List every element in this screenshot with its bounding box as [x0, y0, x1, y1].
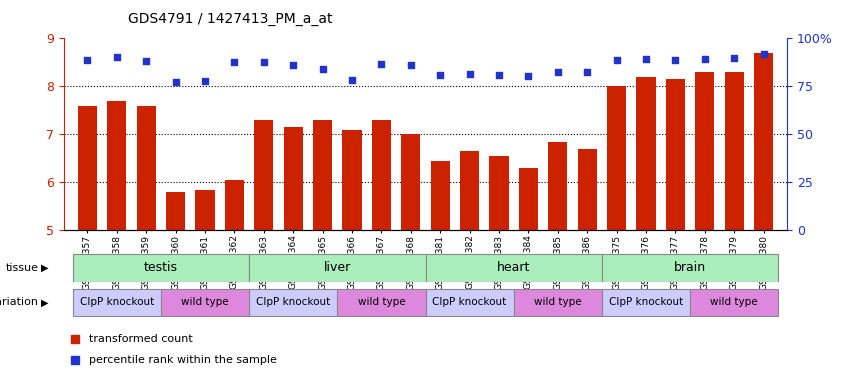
Bar	[107, 101, 126, 230]
Point	[227, 59, 241, 65]
Point	[374, 61, 388, 68]
Bar	[225, 180, 244, 230]
Point	[610, 58, 624, 64]
Point	[698, 55, 711, 61]
Text: ClpP knockout: ClpP knockout	[432, 297, 506, 308]
Bar	[489, 156, 509, 230]
Point	[140, 58, 153, 65]
Text: heart: heart	[497, 262, 530, 274]
Bar	[196, 190, 214, 230]
Point	[757, 51, 770, 57]
Bar	[519, 168, 538, 230]
Text: genotype/variation: genotype/variation	[0, 297, 38, 308]
Bar	[72, 254, 249, 282]
Bar	[690, 289, 779, 316]
Bar	[401, 134, 420, 230]
Text: ▶: ▶	[41, 297, 49, 308]
Point	[316, 66, 329, 72]
Text: ClpP knockout: ClpP knockout	[609, 297, 683, 308]
Point	[463, 71, 477, 77]
Point	[522, 73, 535, 79]
Text: tissue: tissue	[5, 263, 38, 273]
Point	[404, 62, 418, 68]
Point	[257, 59, 271, 65]
Text: wild type: wild type	[711, 297, 758, 308]
Text: ▶: ▶	[41, 263, 49, 273]
Text: ClpP knockout: ClpP knockout	[256, 297, 330, 308]
Bar	[249, 289, 337, 316]
Bar	[602, 254, 779, 282]
Text: wild type: wild type	[357, 297, 405, 308]
Text: GDS4791 / 1427413_PM_a_at: GDS4791 / 1427413_PM_a_at	[128, 12, 332, 25]
Point	[110, 53, 123, 60]
Point	[639, 55, 653, 61]
Bar	[249, 254, 426, 282]
Bar	[426, 289, 514, 316]
Text: ClpP knockout: ClpP knockout	[80, 297, 154, 308]
Text: wild type: wild type	[534, 297, 581, 308]
Bar	[337, 289, 426, 316]
Bar	[342, 130, 362, 230]
Bar	[313, 120, 332, 230]
Bar	[431, 161, 450, 230]
Bar	[254, 120, 273, 230]
Text: wild type: wild type	[181, 297, 229, 308]
Bar	[426, 254, 602, 282]
Bar	[695, 72, 714, 230]
Point	[492, 72, 505, 78]
Point	[346, 76, 359, 83]
Bar	[283, 127, 303, 230]
Text: brain: brain	[674, 262, 706, 274]
Bar	[372, 120, 391, 230]
Text: percentile rank within the sample: percentile rank within the sample	[89, 354, 277, 364]
Bar	[754, 53, 774, 230]
Point	[551, 69, 564, 75]
Point	[168, 79, 182, 85]
Point	[81, 56, 94, 63]
Point	[198, 78, 212, 84]
Bar	[161, 289, 249, 316]
Bar	[72, 289, 161, 316]
Point	[728, 55, 741, 61]
Bar	[607, 86, 626, 230]
Bar	[548, 142, 568, 230]
Bar	[514, 289, 602, 316]
Point	[287, 62, 300, 68]
Text: liver: liver	[323, 262, 351, 274]
Bar	[602, 289, 690, 316]
Bar	[725, 72, 744, 230]
Text: testis: testis	[144, 262, 178, 274]
Text: transformed count: transformed count	[89, 334, 193, 344]
Bar	[460, 151, 479, 230]
Bar	[77, 106, 97, 230]
Bar	[137, 106, 156, 230]
Bar	[665, 79, 685, 230]
Bar	[637, 77, 655, 230]
Point	[669, 58, 683, 64]
Bar	[578, 149, 597, 230]
Point	[433, 72, 447, 78]
Point	[580, 69, 594, 75]
Bar	[166, 192, 186, 230]
